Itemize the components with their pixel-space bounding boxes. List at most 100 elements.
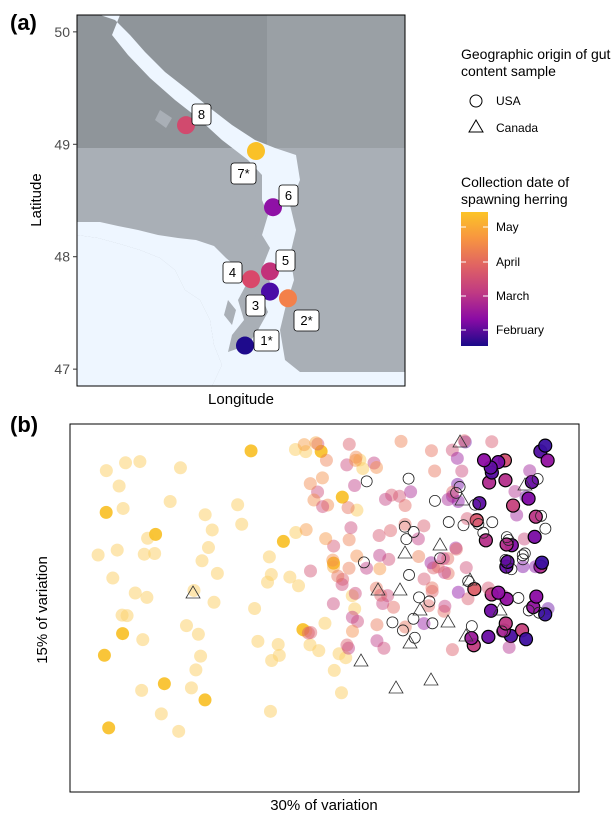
ordination-point <box>411 532 425 546</box>
ordination-usa-point <box>477 526 490 539</box>
ordination-usa-point <box>486 516 499 529</box>
ordination-canada-point <box>452 434 468 448</box>
ordination-point <box>296 623 310 637</box>
ordination-point <box>370 618 384 632</box>
ordination-usa-point <box>516 553 529 566</box>
ordination-point <box>326 597 340 611</box>
ordination-canada-point <box>492 602 508 616</box>
ordination-point <box>445 643 459 657</box>
map-site-point <box>279 289 297 308</box>
ordination-usa-point <box>400 533 413 546</box>
ordination-point <box>360 561 374 575</box>
legend-colorbar <box>461 212 488 346</box>
ordination-point <box>417 519 431 533</box>
ordination-point <box>244 444 258 458</box>
map-site-label: 5 <box>282 253 289 268</box>
ordination-canada-point <box>392 582 408 596</box>
ordination-point <box>128 586 142 600</box>
map-y-tick-label: 50 <box>54 24 70 40</box>
ordination-point <box>476 453 492 468</box>
ordination-point <box>311 437 325 451</box>
ordination-point <box>119 456 133 470</box>
ordination-point <box>91 548 105 562</box>
ordination-point <box>455 464 469 478</box>
ordination-point <box>336 572 350 586</box>
map-y-tick-label: 47 <box>54 361 70 377</box>
ordination-usa-point <box>518 547 531 560</box>
ordination-usa-point <box>457 519 470 532</box>
ordination-point <box>351 614 365 628</box>
ordination-point <box>508 485 522 499</box>
ordination-usa-point <box>512 592 525 604</box>
ordination-point <box>148 546 162 560</box>
ordination-usa-point <box>465 620 478 633</box>
legend-colorbar-label: April <box>496 255 520 269</box>
ordination-point <box>523 464 537 478</box>
ordination-point <box>524 474 539 490</box>
map-site-label-box <box>275 249 296 272</box>
ordination-point <box>271 637 285 651</box>
ordination-point <box>319 453 333 467</box>
ordination-point <box>157 677 171 691</box>
map-site-label: 7* <box>237 166 249 181</box>
ordination-point <box>311 485 325 499</box>
ordination-point <box>422 599 436 613</box>
ordination-point <box>373 548 387 562</box>
ordination-point <box>235 517 249 531</box>
ordination-point <box>262 550 276 564</box>
map-sites: 1* 2* 3 4 5 6 7* 8 <box>177 103 320 355</box>
ordination-point <box>297 438 311 452</box>
ordination-point <box>348 479 362 493</box>
map-y-tick-label: 48 <box>54 249 70 265</box>
ordination-usa-point <box>539 522 552 535</box>
ordination-point <box>467 581 482 597</box>
map-x-axis-title: Longitude <box>208 391 274 408</box>
panel-b-tag: (b) <box>10 412 38 437</box>
ordination-usa-point <box>434 552 447 565</box>
map-frame <box>76 14 406 387</box>
ordination-point <box>451 585 465 599</box>
legend-canada-label: Canada <box>496 121 538 135</box>
ordination-canada-point <box>412 602 428 616</box>
ordination-point <box>137 547 151 561</box>
ordination-point <box>301 626 315 640</box>
legend-colorbar-label: February <box>496 323 544 337</box>
ordination-canada-point <box>454 492 470 506</box>
ordination-point <box>527 529 542 544</box>
ordination-canada-point <box>402 635 418 649</box>
map-island <box>224 300 236 325</box>
legend-color-title: Collection date of spawning herring <box>461 174 573 207</box>
ordination-point <box>191 627 205 641</box>
ordination-point <box>207 595 221 609</box>
ordination-point <box>116 501 130 515</box>
map-land-upper-right <box>267 15 405 148</box>
ordination-point <box>326 553 340 567</box>
ordination-point <box>350 503 364 517</box>
ordination-point <box>97 648 111 662</box>
ordination-point <box>417 617 431 631</box>
ordination-usa-point <box>505 563 518 576</box>
ordination-point <box>303 477 317 491</box>
legend-colorbar-ticks: May April March February <box>461 220 544 337</box>
ordination-point <box>173 461 187 475</box>
ordination-point <box>441 567 455 581</box>
ordination-point <box>179 619 193 633</box>
ordination-point <box>304 626 318 640</box>
ordination-usa-point <box>398 520 411 533</box>
ordination-point <box>332 647 346 661</box>
ordination-canada-point <box>458 628 474 642</box>
ordination-point <box>478 533 493 548</box>
ordination-canada-point <box>397 545 413 559</box>
ordination-point <box>481 629 496 644</box>
ordination-canada-point <box>432 537 448 551</box>
ordination-point <box>189 663 203 677</box>
ordination-point <box>335 578 349 592</box>
ordination-point <box>315 471 329 485</box>
ordination-point <box>436 552 450 566</box>
ordination-usa-point <box>535 510 547 522</box>
ordination-point <box>483 603 499 618</box>
ordination-point <box>110 543 124 557</box>
ordination-y-axis-title: 15% of variation <box>34 556 51 664</box>
ordination-point <box>316 500 330 514</box>
ordination-point <box>248 601 262 615</box>
